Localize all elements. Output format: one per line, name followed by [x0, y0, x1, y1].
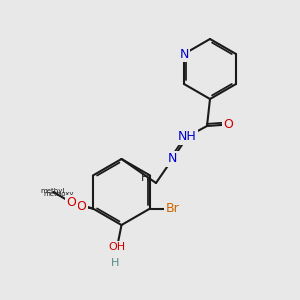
Text: O: O — [76, 200, 86, 213]
Text: N: N — [168, 152, 177, 166]
Text: Br: Br — [166, 202, 179, 215]
Text: H: H — [141, 173, 150, 184]
Text: methoxy: methoxy — [44, 191, 74, 197]
Text: methyl: methyl — [40, 188, 65, 194]
Text: OH: OH — [108, 242, 126, 253]
Text: H: H — [111, 257, 120, 268]
Text: O: O — [223, 118, 233, 131]
Text: NH: NH — [178, 130, 197, 143]
Text: N: N — [179, 47, 189, 61]
Text: O: O — [66, 196, 76, 209]
